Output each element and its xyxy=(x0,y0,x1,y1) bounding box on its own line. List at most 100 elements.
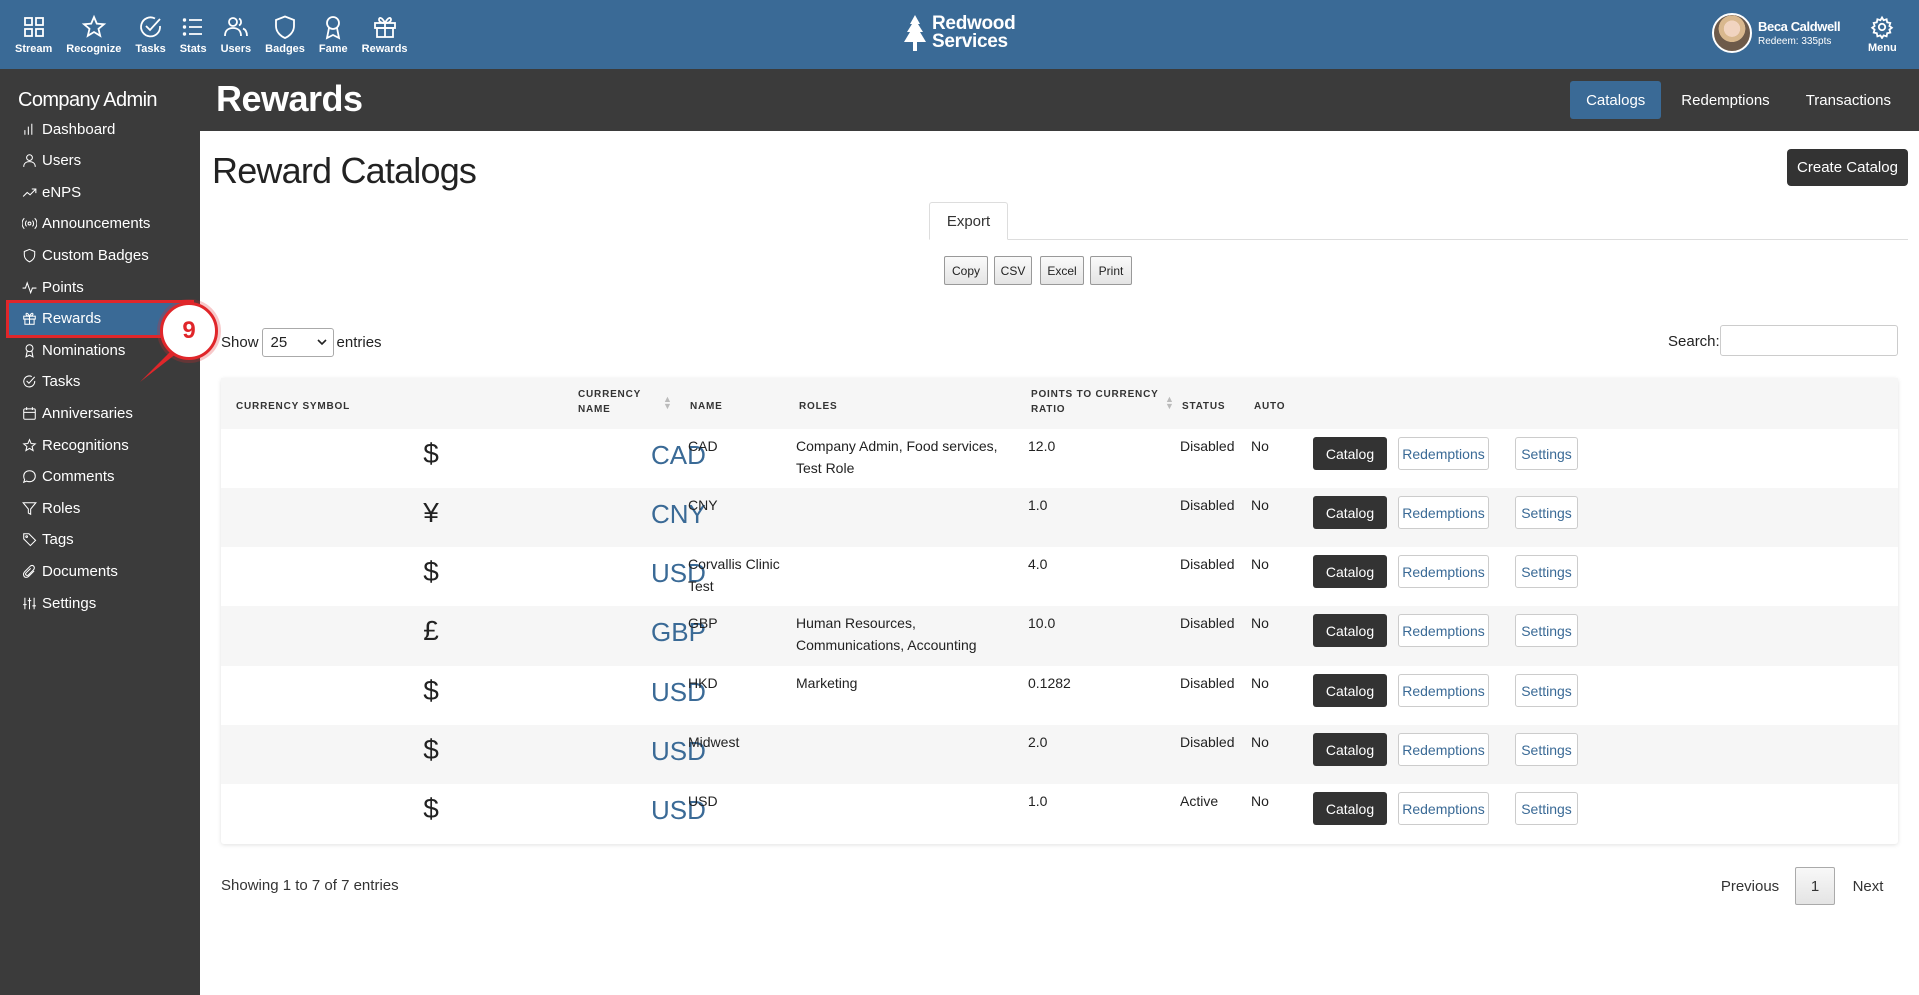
showing-entries: Showing 1 to 7 of 7 entries xyxy=(221,877,399,894)
sidebar-item-anniversaries[interactable]: Anniversaries xyxy=(6,394,194,432)
sidebar-item-users[interactable]: Users xyxy=(6,142,194,180)
create-catalog-button[interactable]: Create Catalog xyxy=(1787,149,1908,186)
nav-item-rewards[interactable]: Rewards xyxy=(355,0,415,69)
bar-chart-icon xyxy=(24,123,33,135)
sidebar-item-settings[interactable]: Settings xyxy=(6,584,194,622)
header-status[interactable]: STATUS xyxy=(1182,401,1226,412)
redemptions-button[interactable]: Redemptions xyxy=(1398,674,1489,707)
header-ratio[interactable]: POINTS TO CURRENCY RATIO xyxy=(1031,387,1159,417)
nav-item-stats[interactable]: Stats xyxy=(173,0,214,69)
sidebar-item-recognitions[interactable]: Recognitions xyxy=(6,426,194,464)
header-name[interactable]: NAME xyxy=(690,401,723,412)
settings-button[interactable]: Settings xyxy=(1515,733,1578,766)
search-input[interactable] xyxy=(1720,325,1898,356)
redemptions-button[interactable]: Redemptions xyxy=(1398,614,1489,647)
catalog-button[interactable]: Catalog xyxy=(1313,614,1387,647)
header-roles[interactable]: ROLES xyxy=(799,401,838,412)
export-copy-button[interactable]: Copy xyxy=(944,256,988,285)
sidebar-item-documents[interactable]: Documents xyxy=(6,552,194,590)
nav-item-users[interactable]: Users xyxy=(214,0,259,69)
tab-redemptions[interactable]: Redemptions xyxy=(1681,91,1770,109)
chevron-down-icon xyxy=(316,339,327,346)
menu-label: Menu xyxy=(1868,42,1897,54)
currency-name-link[interactable]: CAD xyxy=(651,440,706,470)
catalog-button[interactable]: Catalog xyxy=(1313,792,1387,825)
sidebar-item-label: Roles xyxy=(42,499,81,517)
award-icon xyxy=(326,16,341,40)
nav-item-tasks[interactable]: Tasks xyxy=(128,0,172,69)
search-label: Search: xyxy=(1668,333,1720,350)
catalog-button[interactable]: Catalog xyxy=(1313,733,1387,766)
next-page-button[interactable]: Next xyxy=(1852,877,1884,895)
catalog-name: Midwest xyxy=(688,734,740,750)
brand-line-1: Redwood xyxy=(932,13,1016,34)
export-print-button[interactable]: Print xyxy=(1090,256,1132,285)
auto-value: No xyxy=(1251,793,1269,809)
nav-item-stream[interactable]: Stream xyxy=(8,0,59,69)
page-header: Rewards Catalogs Redemptions Transactions xyxy=(200,69,1919,131)
page-1-button[interactable]: 1 xyxy=(1795,867,1835,905)
currency-name-link[interactable]: USD xyxy=(651,795,706,825)
sidebar-item-enps[interactable]: eNPS xyxy=(6,173,194,211)
table-row: $ USD USD 1.0 Active No Catalog Redemptions Sett… xyxy=(221,784,1898,843)
sidebar-item-points[interactable]: Points xyxy=(6,268,194,306)
sidebar-item-label: Tasks xyxy=(42,373,81,391)
sort-icon[interactable]: ▲ ▼ xyxy=(1165,394,1174,411)
catalog-button[interactable]: Catalog xyxy=(1313,496,1387,529)
header-ratio-line2: RATIO xyxy=(1031,404,1066,415)
sidebar-item-nominations[interactable]: Nominations xyxy=(6,331,194,369)
redemptions-button[interactable]: Redemptions xyxy=(1398,792,1489,825)
currency-name-link[interactable]: USD xyxy=(651,558,706,588)
tree-icon xyxy=(904,15,926,51)
currency-name-link[interactable]: GBP xyxy=(651,617,706,647)
sidebar-item-label: Nominations xyxy=(42,341,126,359)
header-currency-name[interactable]: CURRENCY NAME xyxy=(578,387,641,417)
catalog-button[interactable]: Catalog xyxy=(1313,555,1387,588)
tab-transactions[interactable]: Transactions xyxy=(1805,91,1891,109)
header-auto[interactable]: AUTO xyxy=(1254,401,1286,412)
nav-item-fame[interactable]: Fame xyxy=(312,0,355,69)
settings-button[interactable]: Settings xyxy=(1515,792,1578,825)
settings-button[interactable]: Settings xyxy=(1515,674,1578,707)
sidebar-item-comments[interactable]: Comments xyxy=(6,458,194,496)
header-currency-symbol[interactable]: CURRENCY SYMBOL xyxy=(236,401,351,412)
settings-button[interactable]: Settings xyxy=(1515,614,1578,647)
currency-symbol: $ xyxy=(423,793,439,824)
sidebar-item-label: Tags xyxy=(42,531,74,549)
sidebar-item-custom-badges[interactable]: Custom Badges xyxy=(6,236,194,274)
currency-name-link[interactable]: USD xyxy=(651,677,706,707)
settings-button[interactable]: Settings xyxy=(1515,555,1578,588)
catalog-button[interactable]: Catalog xyxy=(1313,674,1387,707)
redemptions-button[interactable]: Redemptions xyxy=(1398,437,1489,470)
sidebar-item-tasks[interactable]: Tasks xyxy=(6,363,194,401)
sidebar-item-dashboard[interactable]: Dashboard xyxy=(6,110,194,148)
points-ratio: 10.0 xyxy=(1028,615,1056,631)
shield-icon xyxy=(23,248,36,263)
user-profile[interactable]: Beca Caldwell Redeem: 335pts xyxy=(1712,13,1841,53)
nav-item-badges[interactable]: Badges xyxy=(258,0,312,69)
tab-catalogs[interactable]: Catalogs xyxy=(1570,81,1662,119)
export-csv-button[interactable]: CSV xyxy=(994,256,1032,285)
export-excel-button[interactable]: Excel xyxy=(1040,256,1084,285)
redemptions-button[interactable]: Redemptions xyxy=(1398,555,1489,588)
menu-button[interactable]: Menu xyxy=(1868,0,1897,69)
brand-logo[interactable]: Redwood Services xyxy=(902,13,1016,52)
redemptions-button[interactable]: Redemptions xyxy=(1398,733,1489,766)
star-icon xyxy=(22,437,37,452)
previous-page-button[interactable]: Previous xyxy=(1720,877,1780,895)
tab-export[interactable]: Export xyxy=(929,202,1008,240)
sort-icon[interactable]: ▲ ▼ xyxy=(663,394,672,411)
redemptions-button[interactable]: Redemptions xyxy=(1398,496,1489,529)
catalog-button[interactable]: Catalog xyxy=(1313,437,1387,470)
settings-button[interactable]: Settings xyxy=(1515,437,1578,470)
currency-name-link[interactable]: CNY xyxy=(651,499,706,529)
sidebar-item-announcements[interactable]: Announcements xyxy=(6,205,194,243)
sidebar-item-roles[interactable]: Roles xyxy=(6,489,194,527)
nav-item-label: Rewards xyxy=(361,43,408,55)
catalog-status: Active xyxy=(1180,793,1219,809)
settings-button[interactable]: Settings xyxy=(1515,496,1578,529)
sidebar-item-tags[interactable]: Tags xyxy=(6,521,194,559)
nav-item-recognize[interactable]: Recognize xyxy=(59,0,128,69)
currency-name-link[interactable]: USD xyxy=(651,736,706,766)
entries-select[interactable]: 25 xyxy=(261,328,334,357)
